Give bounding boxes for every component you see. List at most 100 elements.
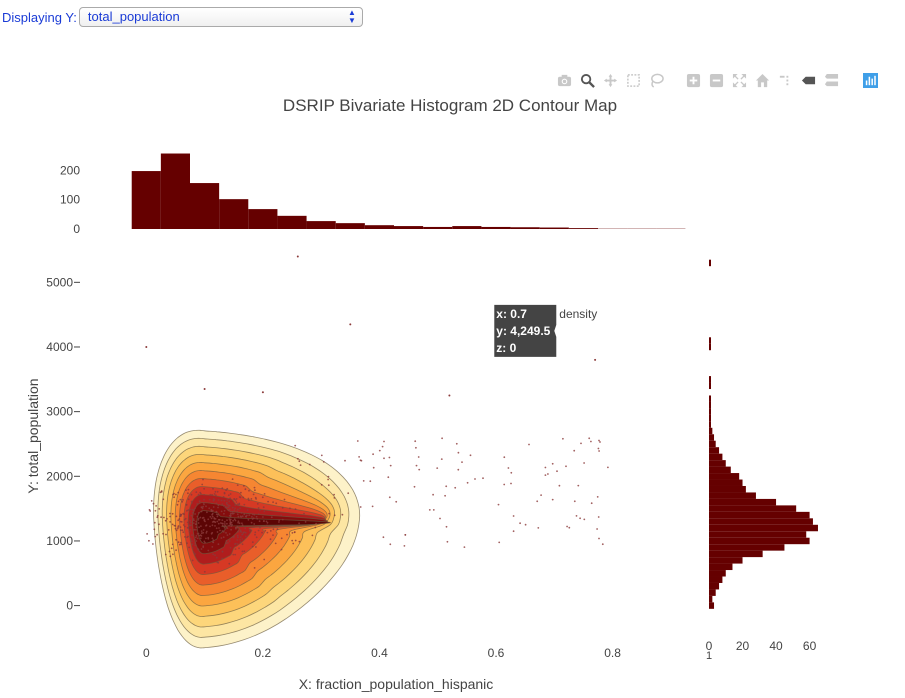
scatter-point xyxy=(179,526,182,528)
scatter-point xyxy=(448,394,451,397)
scatter-point xyxy=(551,498,554,501)
scatter-point xyxy=(253,486,256,489)
scatter-point xyxy=(223,521,226,523)
scatter-point xyxy=(203,494,205,496)
scatter-point xyxy=(507,467,510,469)
scatter-point xyxy=(241,522,243,525)
scatter-point xyxy=(216,531,219,533)
scatter-point xyxy=(440,458,443,460)
y-hist-bar xyxy=(709,582,720,590)
pan-icon[interactable] xyxy=(602,72,619,89)
scatter-point xyxy=(175,515,178,518)
modebar xyxy=(556,70,879,90)
scatter-point xyxy=(212,553,215,555)
scatter-point xyxy=(242,531,245,534)
scatter-point xyxy=(171,512,174,515)
scatter-point xyxy=(233,498,236,500)
scatter-point xyxy=(155,505,158,507)
scatter-point xyxy=(263,493,266,495)
zoom-out-icon[interactable] xyxy=(708,72,725,89)
scatter-point xyxy=(206,511,208,514)
scatter-point xyxy=(186,509,188,512)
scatter-point xyxy=(215,510,218,513)
scatter-point xyxy=(519,522,521,525)
scatter-point xyxy=(166,518,168,520)
scatter-point xyxy=(199,491,202,494)
scatter-point xyxy=(590,440,592,443)
scatter-point xyxy=(214,525,216,527)
scatter-point xyxy=(169,515,172,518)
y-variable-select[interactable]: total_population ▲ ▼ xyxy=(78,7,363,27)
y-tick-label: 3000 xyxy=(46,405,73,419)
scatter-point xyxy=(293,531,296,534)
scatter-point xyxy=(226,499,229,501)
scatter-point xyxy=(180,541,182,544)
scatter-point xyxy=(441,437,443,440)
home-icon[interactable] xyxy=(754,72,771,89)
scatter-point xyxy=(202,545,205,548)
hover-closest-icon[interactable] xyxy=(800,72,817,89)
camera-icon[interactable] xyxy=(556,72,573,89)
scatter-point xyxy=(566,525,568,528)
scatter-point xyxy=(292,542,295,545)
hover-box xyxy=(494,304,557,357)
scatter-point xyxy=(197,512,200,514)
scatter-point xyxy=(261,391,264,394)
scatter-point xyxy=(194,507,196,510)
lasso-icon[interactable] xyxy=(648,72,665,89)
scatter-point xyxy=(294,444,297,447)
scatter-point xyxy=(225,501,228,504)
zoom-icon[interactable] xyxy=(579,72,596,89)
y-tick-label: 2000 xyxy=(46,469,73,483)
scatter-point xyxy=(218,527,220,529)
scatter-point xyxy=(236,484,239,486)
main-plot-area[interactable]: 0 0.2 0.4 0.6 0.8 0 1000 2000 3000 4000 5000 xyxy=(46,255,621,661)
scatter-point xyxy=(256,503,259,505)
box-select-icon[interactable] xyxy=(625,72,642,89)
scatter-point xyxy=(223,523,226,525)
scatter-point xyxy=(432,493,434,496)
y-hist-bar xyxy=(709,382,711,390)
scatter-point xyxy=(197,522,200,524)
scatter-point xyxy=(185,503,188,506)
scatter-point xyxy=(212,541,215,544)
scatter-point xyxy=(211,515,214,518)
scatter-point xyxy=(223,492,226,495)
scatter-point xyxy=(244,488,247,491)
scatter-point xyxy=(248,529,251,532)
scatter-point xyxy=(153,521,156,524)
scatter-point xyxy=(214,490,217,493)
scatter-point xyxy=(230,528,233,531)
y-selector-label: Displaying Y: xyxy=(2,9,77,25)
scatter-point xyxy=(308,463,311,466)
scatter-point xyxy=(333,514,336,517)
scatter-point xyxy=(207,537,210,540)
scatter-point xyxy=(208,507,211,510)
scatter-point xyxy=(239,530,242,533)
scatter-point xyxy=(221,524,224,527)
y-hist-bar xyxy=(709,511,810,519)
scatter-point xyxy=(174,527,177,530)
zoom-in-icon[interactable] xyxy=(685,72,702,89)
scatter-point xyxy=(262,516,264,518)
scatter-point xyxy=(262,506,265,509)
spike-lines-icon[interactable] xyxy=(777,72,794,89)
scatter-point xyxy=(224,506,227,509)
scatter-point xyxy=(415,446,417,449)
y-hist-bar xyxy=(709,570,726,577)
scatter-point xyxy=(241,524,244,527)
scatter-point xyxy=(200,510,203,513)
scatter-point xyxy=(225,540,228,542)
scatter-point xyxy=(188,546,191,549)
scatter-point xyxy=(298,460,301,463)
y-hist-bar xyxy=(709,485,746,493)
scatter-point xyxy=(162,532,165,535)
scatter-point xyxy=(232,536,235,539)
autoscale-icon[interactable] xyxy=(731,72,748,89)
hover-compare-icon[interactable] xyxy=(823,72,840,89)
scatter-point xyxy=(200,530,203,532)
scatter-point xyxy=(524,523,527,526)
y-hist-bar xyxy=(709,259,711,267)
scatter-point xyxy=(497,503,500,506)
plotly-logo-icon[interactable] xyxy=(862,72,879,89)
